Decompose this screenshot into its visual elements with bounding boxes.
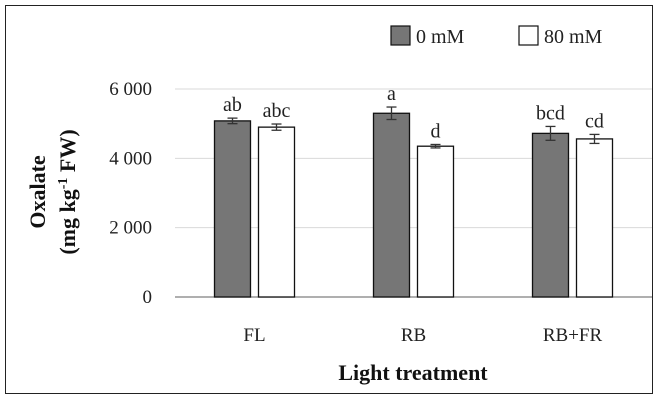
- y-axis-title: Oxalate (mg kg-1 FW): [25, 129, 80, 254]
- y-tick-label: 0: [143, 287, 153, 308]
- grid-lines: [175, 88, 652, 229]
- bar-fl-0mm: [213, 120, 252, 298]
- y-axis-title-line1: Oxalate: [25, 155, 50, 229]
- x-tick-label: FL: [243, 325, 265, 346]
- tick-labels: 0 2 000 4 000 6 000 FL RB RB+FR: [109, 79, 602, 346]
- y-axis-title-line2: (mg kg-1 FW): [55, 129, 80, 254]
- significance-letter: cd: [585, 110, 604, 132]
- y-axis-unit-end: FW): [55, 129, 80, 177]
- y-axis-unit-sup: -1: [56, 178, 71, 190]
- significance-letter: ab: [223, 94, 242, 116]
- y-tick-label: 4 000: [109, 148, 152, 169]
- significance-letter: bcd: [536, 102, 565, 124]
- y-tick-label: 2 000: [109, 218, 152, 239]
- bar-rb-fr-0mm: [531, 132, 570, 298]
- legend-swatch-0mm: [390, 25, 411, 46]
- bar-rb-fr-80mm: [575, 138, 614, 298]
- significance-labels: ab abc a d bcd cd: [223, 83, 604, 142]
- significance-letter: d: [431, 120, 441, 142]
- y-tick-label: 6 000: [109, 79, 152, 100]
- significance-letter: abc: [263, 100, 291, 122]
- bar-rb-0mm: [372, 112, 411, 298]
- x-tick-label: RB+FR: [543, 325, 603, 346]
- legend-swatch-80mm: [518, 25, 539, 46]
- legend-label-0mm: 0 mM: [416, 26, 465, 48]
- y-axis-unit: (mg kg: [55, 189, 80, 254]
- legend-label-80mm: 80 mM: [544, 26, 603, 48]
- legend: 0 mM 80 mM: [390, 25, 603, 48]
- x-tick-label: RB: [401, 325, 426, 346]
- x-axis-title: Light treatment: [338, 360, 488, 385]
- bars: [213, 106, 614, 298]
- bar-rb-80mm: [416, 145, 455, 298]
- bar-fl-80mm: [257, 126, 296, 298]
- significance-letter: a: [387, 83, 396, 105]
